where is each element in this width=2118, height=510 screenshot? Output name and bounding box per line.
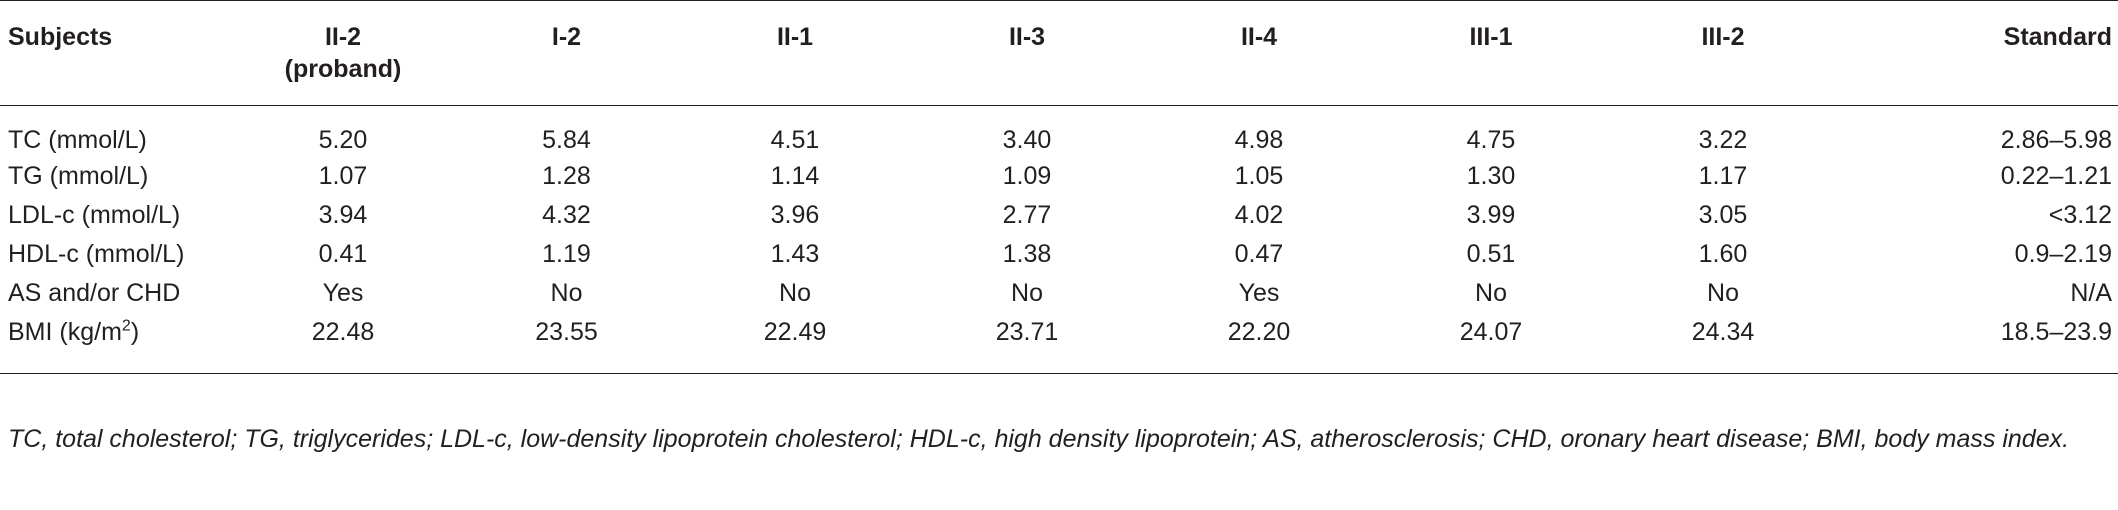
column-header-text: II-1 <box>776 23 814 51</box>
table-header: Subjects II-2 (proband) I-2 II-1 II-3 II-4 III-… <box>0 0 2118 106</box>
table-cell: No <box>779 279 811 307</box>
row-label-text: TC (mmol/L) <box>8 126 147 154</box>
column-header-6: III-1 <box>1375 1 1607 106</box>
column-header-text: Subjects <box>8 23 113 51</box>
row-label: BMI (kg/m2) <box>0 316 232 374</box>
table-cell: 4.98 <box>1234 126 1284 154</box>
table-cell: 22.20 <box>1227 318 1291 346</box>
table-cell: 18.5–23.9 <box>2000 318 2112 346</box>
table-cell: 2.77 <box>1002 201 1052 229</box>
column-header-text: Standard <box>2003 23 2112 51</box>
table-cell: 1.19 <box>542 240 591 268</box>
column-header-text: II-3 <box>1008 23 1046 51</box>
table-cell: 1.60 <box>1698 240 1748 268</box>
table-cell: 4.75 <box>1466 126 1516 154</box>
table-row: HDL-c (mmol/L) 0.41 1.19 1.43 1.38 0.47 0.51 1.… <box>0 238 2118 277</box>
column-header-4: II-3 <box>911 1 1143 106</box>
table-cell: Yes <box>1238 279 1280 307</box>
column-header-0: Subjects <box>0 1 232 106</box>
lipid-table-container: Subjects II-2 (proband) I-2 II-1 II-3 II-4 III-… <box>0 0 2118 374</box>
row-label-superscript: 2 <box>121 317 131 335</box>
table-cell: 1.38 <box>1002 240 1052 268</box>
column-header-2: I-2 <box>454 1 679 106</box>
table-cell: No <box>1707 279 1739 307</box>
table-cell: 3.99 <box>1466 201 1516 229</box>
table-cell: No <box>1475 279 1507 307</box>
table-cell: Yes <box>322 279 364 307</box>
column-header-text: I-2 <box>551 23 582 51</box>
row-label: HDL-c (mmol/L) <box>0 238 232 277</box>
column-header-text: II-2 <box>324 23 362 51</box>
table-cell: 0.22–1.21 <box>2000 162 2112 190</box>
table-cell: 0.51 <box>1466 240 1516 268</box>
row-label-text: HDL-c (mmol/L) <box>8 240 185 268</box>
table-row: LDL-c (mmol/L) 3.94 4.32 3.96 2.77 4.02 3.99 3.… <box>0 199 2118 238</box>
table-cell: 4.51 <box>770 126 820 154</box>
row-label: AS and/or CHD <box>0 277 232 316</box>
table-cell: 3.22 <box>1698 126 1748 154</box>
column-header-subtext: (proband) <box>284 55 402 83</box>
row-label-text: BMI (kg/m <box>8 318 122 346</box>
table-cell: 22.48 <box>311 318 375 346</box>
table-cell: 1.30 <box>1466 162 1516 190</box>
table-cell: 23.71 <box>995 318 1059 346</box>
lipid-profile-table: Subjects II-2 (proband) I-2 II-1 II-3 II-4 III-… <box>0 0 2118 374</box>
table-cell: 1.05 <box>1234 162 1284 190</box>
table-footnote: TC, total cholesterol; TG, triglycerides… <box>8 425 2070 453</box>
table-cell: 24.34 <box>1691 318 1755 346</box>
table-cell: 5.20 <box>318 126 368 154</box>
table-cell: 1.09 <box>1002 162 1052 190</box>
table-body: TC (mmol/L) 5.20 5.84 4.51 3.40 4.98 4.75 3.22 2… <box>0 106 2118 374</box>
row-label-suffix: ) <box>130 318 140 346</box>
table-cell: 1.43 <box>770 240 820 268</box>
table-cell: 4.02 <box>1234 201 1284 229</box>
row-label: TC (mmol/L) <box>0 106 232 161</box>
row-label: LDL-c (mmol/L) <box>0 199 232 238</box>
table-cell: 5.84 <box>542 126 591 154</box>
table-cell: 2.86–5.98 <box>2000 126 2112 154</box>
column-header-8: Standard <box>1839 1 2118 106</box>
row-label-text: TG (mmol/L) <box>8 162 149 190</box>
table-cell: 0.9–2.19 <box>2014 240 2112 268</box>
table-row: BMI (kg/m2) 22.48 23.55 22.49 23.71 22.20 24.0… <box>0 316 2118 374</box>
table-cell: 0.47 <box>1234 240 1284 268</box>
column-header-7: III-2 <box>1607 1 1839 106</box>
column-header-text: II-4 <box>1240 23 1278 51</box>
table-cell: 3.05 <box>1698 201 1748 229</box>
table-row: TG (mmol/L) 1.07 1.28 1.14 1.09 1.05 1.30 1.17 0… <box>0 160 2118 199</box>
table-cell: 4.32 <box>542 201 591 229</box>
column-header-3: II-1 <box>679 1 911 106</box>
table-cell: 23.55 <box>535 318 598 346</box>
table-cell: 1.17 <box>1698 162 1748 190</box>
table-cell: 1.14 <box>770 162 820 190</box>
column-header-1: II-2 (proband) <box>232 1 454 106</box>
table-cell: N/A <box>2070 279 2112 307</box>
column-header-text: III-1 <box>1469 23 1513 51</box>
table-cell: 3.94 <box>318 201 368 229</box>
table-row: AS and/or CHD Yes No No No Yes No No N/A <box>0 277 2118 316</box>
column-header-text: III-2 <box>1701 23 1745 51</box>
row-label-text: LDL-c (mmol/L) <box>8 201 181 229</box>
table-cell: 24.07 <box>1459 318 1523 346</box>
table-row: TC (mmol/L) 5.20 5.84 4.51 3.40 4.98 4.75 3.22 2… <box>0 106 2118 161</box>
table-cell: 0.41 <box>318 240 368 268</box>
table-cell: 3.96 <box>770 201 820 229</box>
table-cell: 22.49 <box>763 318 827 346</box>
table-cell: 3.40 <box>1002 126 1052 154</box>
table-cell: No <box>550 279 583 307</box>
table-cell: 1.28 <box>542 162 591 190</box>
table-cell: No <box>1011 279 1043 307</box>
table-cell: 1.07 <box>318 162 368 190</box>
table-cell: <3.12 <box>2048 201 2112 229</box>
column-header-5: II-4 <box>1143 1 1375 106</box>
header-row: Subjects II-2 (proband) I-2 II-1 II-3 II-4 III-… <box>0 0 2118 106</box>
row-label: TG (mmol/L) <box>0 160 232 199</box>
row-label-text: AS and/or CHD <box>8 279 181 307</box>
